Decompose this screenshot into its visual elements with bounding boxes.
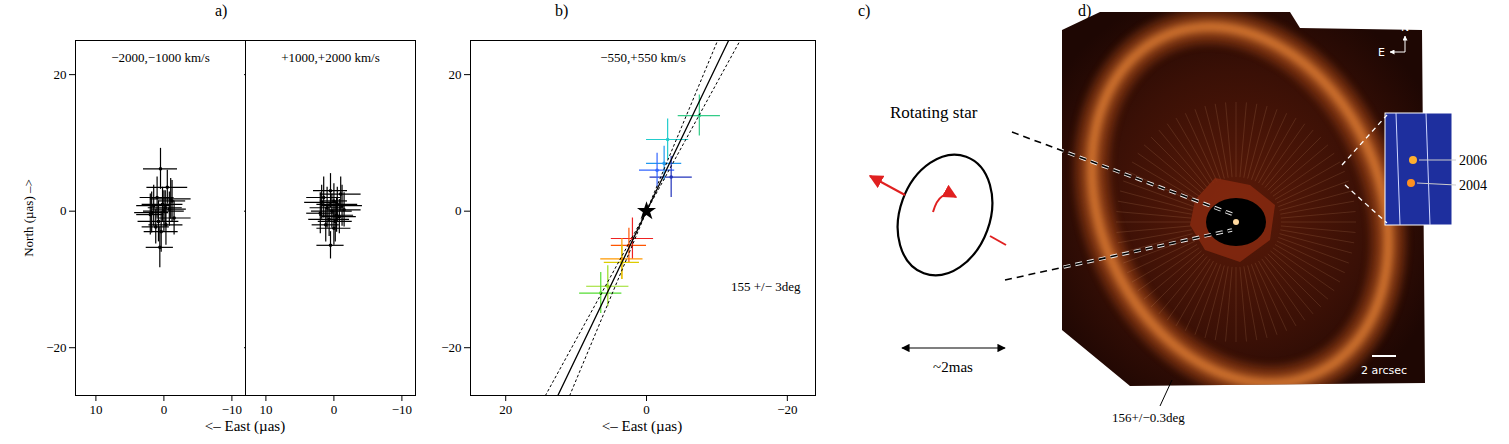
svg-text:−2000,−1000 km/s: −2000,−1000 km/s [111,50,209,65]
svg-text:20: 20 [54,67,67,82]
html-text:b): b) [555,2,569,19]
svg-text:N: N [1401,21,1409,34]
html-text:<– East (µas): <– East (µas) [601,418,683,434]
svg-text:0: 0 [331,402,338,417]
svg-text:156+/−0.3deg: 156+/−0.3deg [1112,410,1185,425]
svg-text:−10: −10 [392,402,412,417]
html-text:a): a) [215,2,228,19]
svg-text:2006: 2006 [1459,153,1487,168]
svg-text:155 +/− 3deg: 155 +/− 3deg [731,279,801,294]
svg-text:−550,+550 km/s: −550,+550 km/s [600,50,685,65]
svg-text:−10: −10 [222,402,242,417]
svg-text:20: 20 [449,67,462,82]
svg-text:−20: −20 [46,340,66,355]
svg-text:2 arcsec: 2 arcsec [1361,364,1407,377]
svg-text:10: 10 [89,402,102,417]
svg-text:0: 0 [60,203,67,218]
html-text:c): c) [858,2,871,19]
svg-text:−20: −20 [777,402,797,417]
svg-text:North (µas) –>: North (µas) –> [21,179,36,257]
svg-text:0: 0 [161,402,168,417]
svg-text:20: 20 [499,402,512,417]
svg-text:E: E [1378,46,1385,59]
svg-text:0: 0 [455,203,462,218]
svg-text:−20: −20 [441,340,461,355]
html-text:d): d) [1078,2,1092,19]
svg-text:+1000,+2000 km/s: +1000,+2000 km/s [281,50,379,65]
html-text:<– East (µas): <– East (µas) [204,418,286,434]
svg-text:10: 10 [259,402,272,417]
svg-text:Rotating star: Rotating star [890,103,978,122]
svg-text:2004: 2004 [1459,178,1487,193]
svg-text:~2mas: ~2mas [933,359,973,375]
svg-text:0: 0 [643,402,650,417]
